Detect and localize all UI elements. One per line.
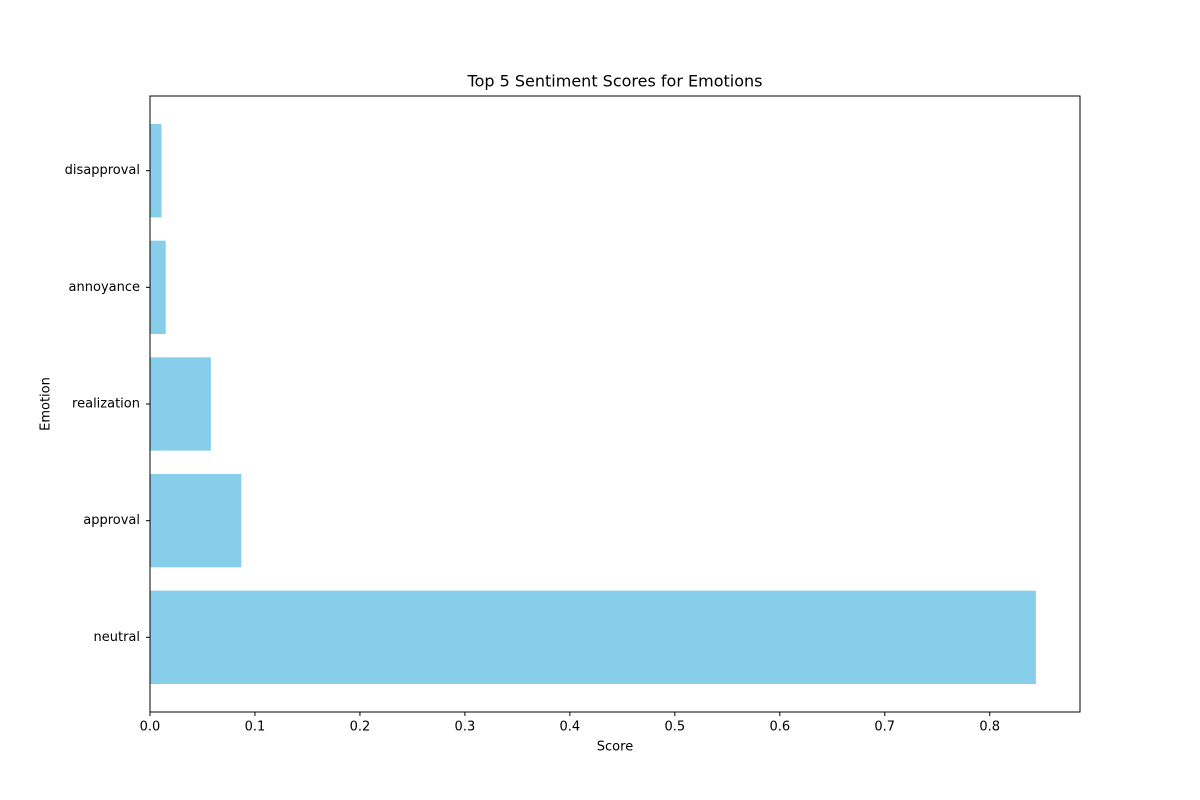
x-tick-label: 0.8 [979,720,1000,735]
x-tick-label: 0.0 [140,720,161,735]
y-tick-label: annoyance [69,280,140,295]
x-tick-label: 0.6 [769,720,790,735]
y-tick-label: disapproval [65,163,140,178]
x-tick-label: 0.4 [560,720,581,735]
y-axis-label: Emotion [39,377,54,431]
chart-title: Top 5 Sentiment Scores for Emotions [467,72,763,91]
bar [150,124,162,218]
x-tick-label: 0.3 [455,720,476,735]
y-tick-label: approval [83,513,140,528]
y-tick-label: neutral [94,630,141,645]
x-tick-label: 0.7 [874,720,895,735]
x-tick-label: 0.2 [350,720,371,735]
plot-frame [149,95,1081,713]
bar [150,357,211,451]
bar [150,474,242,568]
x-tick-label: 0.1 [245,720,266,735]
bar [150,590,1036,684]
y-tick-label: realization [72,397,140,412]
x-tick-label: 0.5 [664,720,685,735]
x-axis-label: Score [597,740,633,755]
bar [150,240,166,334]
